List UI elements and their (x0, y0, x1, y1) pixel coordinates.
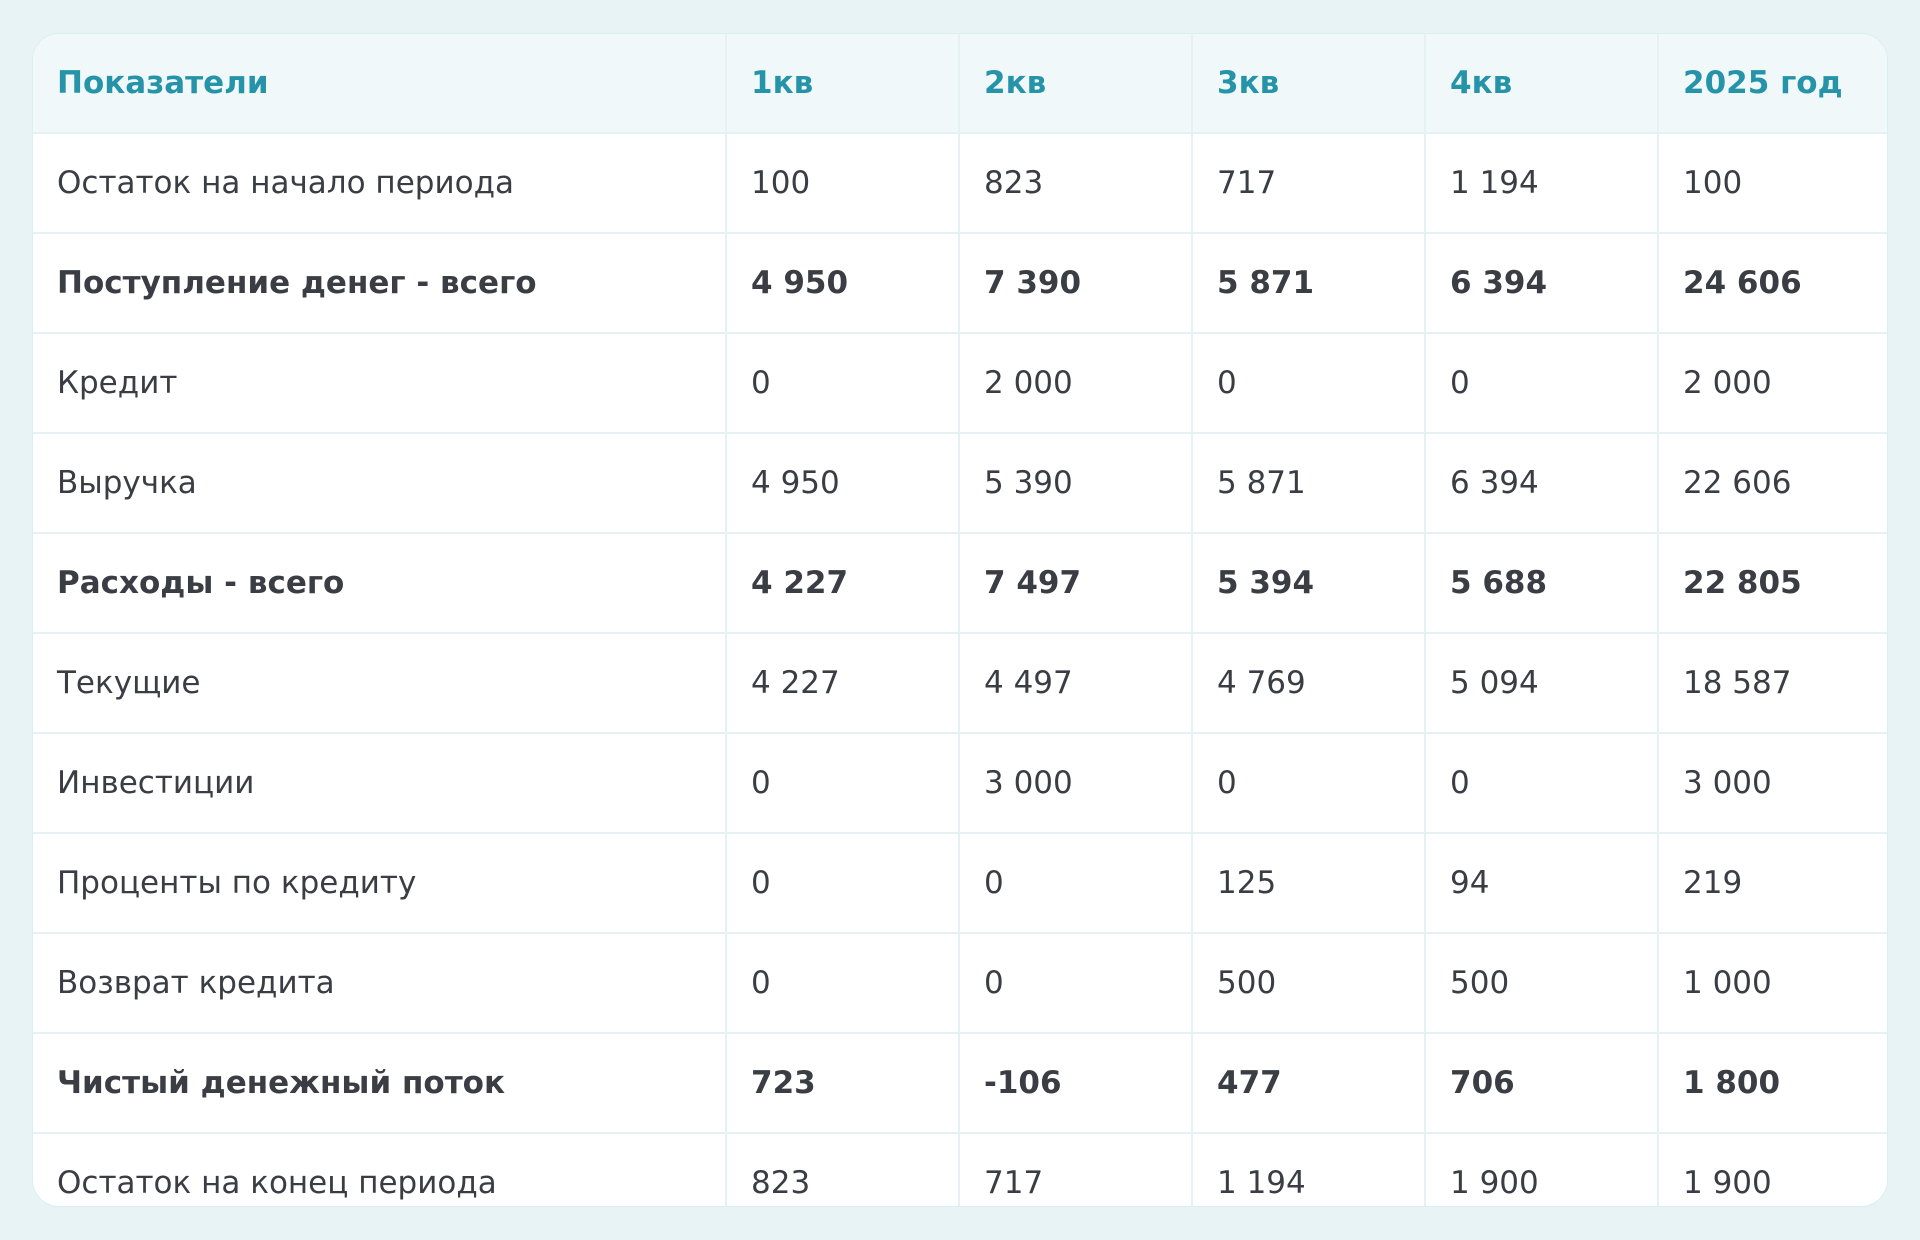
table-cell: 125 (1191, 833, 1425, 934)
table-row: Чистый денежный поток 723 -106 477 706 1… (33, 1033, 1887, 1134)
table-cell: 5 871 (1191, 433, 1425, 534)
table-cell: 1 900 (1657, 1133, 1887, 1206)
table-row: Остаток на начало периода 100 823 717 1 … (33, 133, 1887, 234)
table-cell: 0 (725, 733, 959, 834)
table-cell: 717 (958, 1133, 1192, 1206)
row-label: Текущие (33, 633, 726, 734)
table-row: Выручка 4 950 5 390 5 871 6 394 22 606 (33, 433, 1887, 534)
row-label: Остаток на начало периода (33, 133, 726, 234)
table-row: Инвестиции 0 3 000 0 0 3 000 (33, 733, 1887, 834)
row-label: Поступление денег - всего (33, 233, 726, 334)
table-cell: 1 194 (1191, 1133, 1425, 1206)
column-header[interactable]: 2025 год (1657, 34, 1887, 134)
row-label: Проценты по кредиту (33, 833, 726, 934)
table-cell: 5 871 (1191, 233, 1425, 334)
table-cell: 4 227 (725, 533, 959, 634)
table-cell: 18 587 (1657, 633, 1887, 734)
table-cell: 4 769 (1191, 633, 1425, 734)
table-row: Остаток на конец периода 823 717 1 194 1… (33, 1133, 1887, 1206)
table-cell: 500 (1191, 933, 1425, 1034)
table-cell: 5 394 (1191, 533, 1425, 634)
table-cell: 100 (1657, 133, 1887, 234)
table-cell: 1 800 (1657, 1033, 1887, 1134)
table-cell: 4 950 (725, 233, 959, 334)
table-cell: 24 606 (1657, 233, 1887, 334)
table-header-row: Показатели 1кв 2кв 3кв 4кв 2025 год (33, 34, 1887, 134)
table-cell: 7 390 (958, 233, 1192, 334)
table-cell: 6 394 (1424, 433, 1658, 534)
table-cell: 0 (1424, 333, 1658, 434)
table-cell: 823 (958, 133, 1192, 234)
table-cell: 0 (958, 933, 1192, 1034)
table-cell: 219 (1657, 833, 1887, 934)
table-cell: 706 (1424, 1033, 1658, 1134)
row-label: Чистый денежный поток (33, 1033, 726, 1134)
table-cell: 5 390 (958, 433, 1192, 534)
table-cell: 0 (1191, 333, 1425, 434)
table-row: Возврат кредита 0 0 500 500 1 000 (33, 933, 1887, 1034)
table-cell: 3 000 (958, 733, 1192, 834)
table-cell: 2 000 (958, 333, 1192, 434)
table-cell: 0 (958, 833, 1192, 934)
table-cell: 0 (725, 933, 959, 1034)
row-label: Остаток на конец периода (57, 1165, 497, 1201)
column-header[interactable]: 2кв (958, 34, 1192, 134)
row-label: Расходы - всего (33, 533, 726, 634)
table-cell: 6 394 (1424, 233, 1658, 334)
column-header[interactable]: 4кв (1424, 34, 1658, 134)
table-cell: -106 (958, 1033, 1192, 1134)
table-row: Проценты по кредиту 0 0 125 94 219 (33, 833, 1887, 934)
table-cell: 22 606 (1657, 433, 1887, 534)
row-label: Выручка (33, 433, 726, 534)
table-row: Кредит 0 2 000 0 0 2 000 (33, 333, 1887, 434)
row-label: Инвестиции (33, 733, 726, 834)
row-label: Кредит (33, 333, 726, 434)
table-cell: 3 000 (1657, 733, 1887, 834)
table-cell: 0 (725, 333, 959, 434)
table-cell: 4 497 (958, 633, 1192, 734)
table-cell: 0 (1424, 733, 1658, 834)
table-cell: 723 (725, 1033, 959, 1134)
table-cell: 823 (725, 1133, 959, 1206)
table-cell: 0 (1191, 733, 1425, 834)
cash-flow-table: Показатели 1кв 2кв 3кв 4кв 2025 год Оста… (33, 34, 1887, 1206)
table-cell: 22 805 (1657, 533, 1887, 634)
table-cell: 4 227 (725, 633, 959, 734)
row-label: Возврат кредита (33, 933, 726, 1034)
column-header[interactable]: Показатели (33, 34, 726, 134)
table-cell: 1 900 (1424, 1133, 1658, 1206)
table-row: Текущие 4 227 4 497 4 769 5 094 18 587 (33, 633, 1887, 734)
table-cell: 717 (1191, 133, 1425, 234)
table-cell: 5 094 (1424, 633, 1658, 734)
table-row: Расходы - всего 4 227 7 497 5 394 5 688 … (33, 533, 1887, 634)
table-cell: 2 000 (1657, 333, 1887, 434)
table-cell: 5 688 (1424, 533, 1658, 634)
table-cell: 500 (1424, 933, 1658, 1034)
table-cell: 94 (1424, 833, 1658, 934)
table-cell: 1 000 (1657, 933, 1887, 1034)
table-cell: 0 (725, 833, 959, 934)
table-cell: 4 950 (725, 433, 959, 534)
table-cell: 477 (1191, 1033, 1425, 1134)
cash-flow-table-card: Показатели 1кв 2кв 3кв 4кв 2025 год Оста… (33, 34, 1887, 1206)
column-header[interactable]: 3кв (1191, 34, 1425, 134)
table-cell: 100 (725, 133, 959, 234)
table-row: Поступление денег - всего 4 950 7 390 5 … (33, 233, 1887, 334)
table-cell: 7 497 (958, 533, 1192, 634)
table-cell: 1 194 (1424, 133, 1658, 234)
column-header[interactable]: 1кв (725, 34, 959, 134)
